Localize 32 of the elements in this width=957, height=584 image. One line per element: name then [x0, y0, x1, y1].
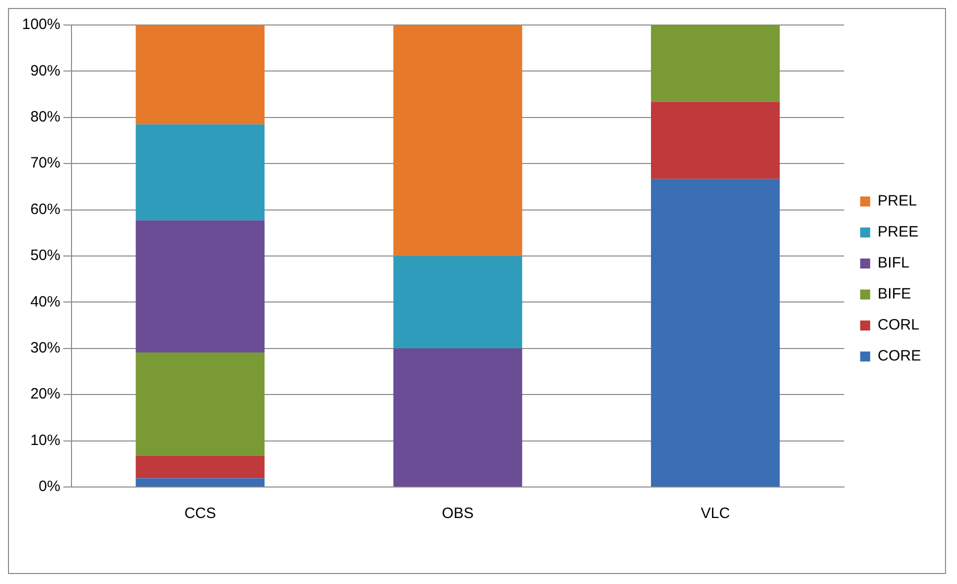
- y-tick-label: 80%: [30, 108, 60, 126]
- legend-label: BIFL: [878, 254, 910, 272]
- bar: [650, 102, 780, 179]
- bar: [393, 348, 522, 486]
- legend-label: PREE: [878, 224, 919, 241]
- bar: [650, 178, 780, 486]
- bar: [136, 220, 265, 353]
- bar: [393, 256, 522, 348]
- y-tick-label: 50%: [30, 247, 60, 264]
- bar: [393, 25, 522, 256]
- bar: [136, 352, 265, 456]
- y-tick-label: 70%: [30, 154, 60, 172]
- y-tick-label: 40%: [30, 293, 60, 310]
- x-tick-label: CCS: [184, 505, 216, 522]
- x-tick-label: VLC: [700, 505, 730, 522]
- y-tick-label: 90%: [30, 62, 60, 80]
- legend-label: CORL: [878, 316, 920, 334]
- bar: [136, 124, 265, 220]
- y-tick-label: 0%: [38, 478, 60, 496]
- legend-label: CORE: [878, 348, 922, 365]
- x-tick-label: OBS: [442, 505, 474, 522]
- y-tick-label: 60%: [30, 200, 60, 218]
- bar: [650, 25, 780, 102]
- bar: [136, 456, 265, 478]
- bar: [136, 478, 265, 486]
- y-tick-label: 30%: [30, 340, 60, 357]
- legend-label: BIFE: [878, 286, 912, 303]
- y-tick-label: 10%: [30, 432, 60, 449]
- bar: [136, 25, 265, 124]
- y-tick-label: 20%: [30, 386, 60, 403]
- legend-label: PREL: [878, 192, 917, 210]
- y-tick-label: 100%: [22, 16, 60, 34]
